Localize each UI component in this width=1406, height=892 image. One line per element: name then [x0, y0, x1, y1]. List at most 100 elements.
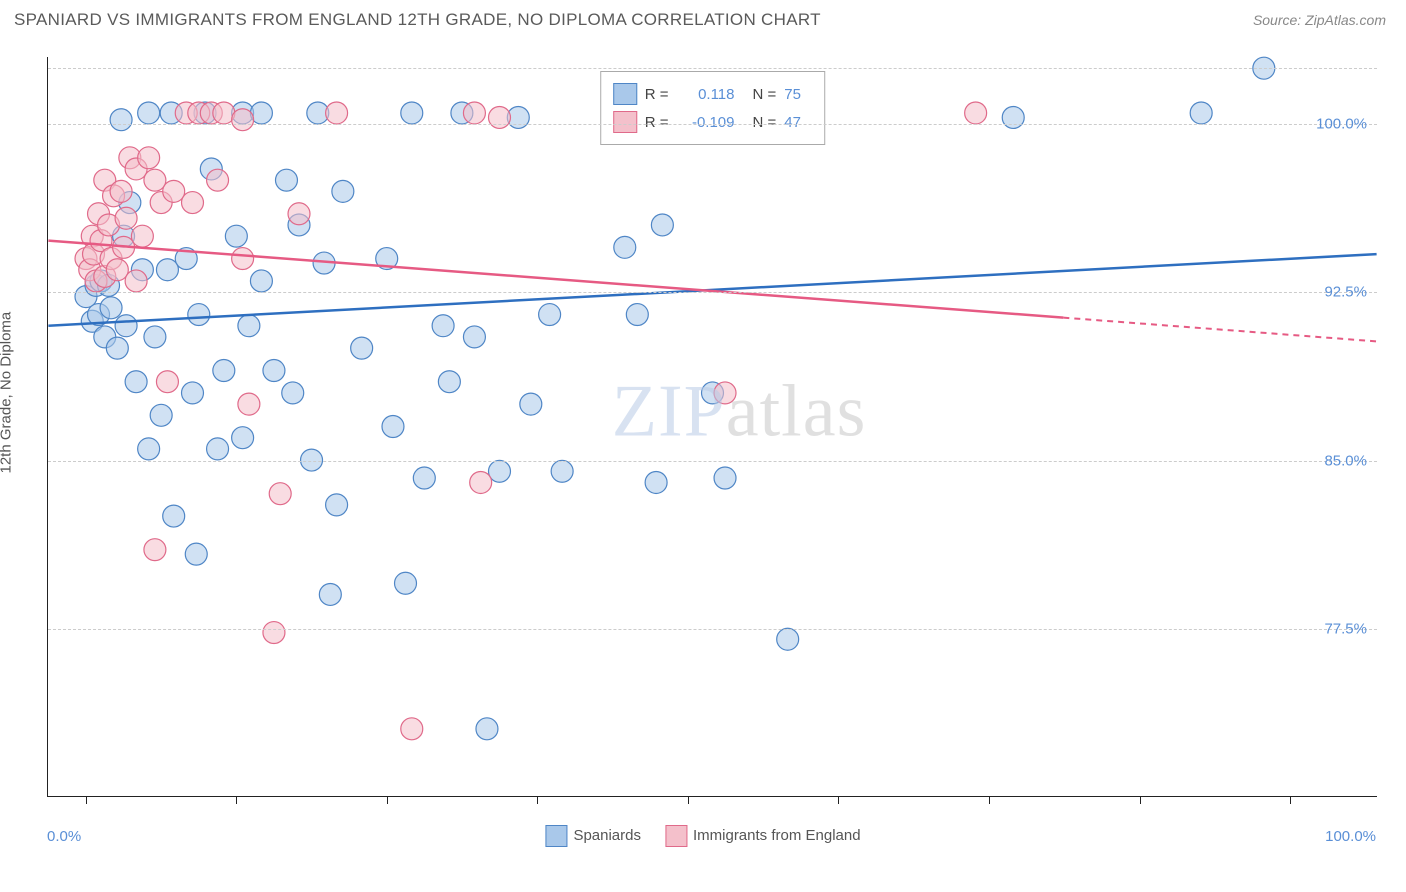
data-point — [470, 471, 492, 493]
r-value: 0.118 — [677, 86, 735, 103]
n-label: N = — [753, 86, 777, 103]
data-point — [150, 404, 172, 426]
data-point — [232, 248, 254, 270]
legend-swatch — [613, 111, 637, 133]
data-point — [476, 718, 498, 740]
r-label: R = — [645, 114, 669, 131]
legend-row: R = 0.118 N = 75 — [613, 80, 813, 108]
xtick — [86, 796, 87, 804]
data-point — [413, 467, 435, 489]
data-point — [263, 622, 285, 644]
scatter-svg — [48, 57, 1377, 796]
data-point — [269, 483, 291, 505]
xtick — [688, 796, 689, 804]
xtick — [838, 796, 839, 804]
chart-title: SPANIARD VS IMMIGRANTS FROM ENGLAND 12TH… — [14, 10, 821, 30]
data-point — [100, 297, 122, 319]
data-point — [163, 180, 185, 202]
correlation-legend: R = 0.118 N = 75 R = -0.109 N = 47 — [600, 71, 826, 145]
legend-text: Immigrants from England — [693, 827, 861, 844]
data-point — [395, 572, 417, 594]
data-point — [714, 467, 736, 489]
data-point — [651, 214, 673, 236]
data-point — [144, 326, 166, 348]
data-point — [232, 427, 254, 449]
data-point — [185, 543, 207, 565]
data-point — [207, 438, 229, 460]
data-point — [432, 315, 454, 337]
ytick-label: 92.5% — [1324, 284, 1367, 301]
x-min-label: 0.0% — [47, 828, 81, 845]
data-point — [351, 337, 373, 359]
plot-area: ZIPatlas R =0.118N =75R =-0.109N =47 77.… — [47, 57, 1377, 797]
ytick-label: 85.0% — [1324, 452, 1367, 469]
data-point — [110, 180, 132, 202]
xtick — [236, 796, 237, 804]
data-point — [225, 225, 247, 247]
data-point — [238, 393, 260, 415]
data-point — [463, 326, 485, 348]
gridline — [48, 68, 1377, 69]
data-point — [275, 169, 297, 191]
ytick-label: 100.0% — [1316, 116, 1367, 133]
data-point — [438, 371, 460, 393]
data-point — [138, 438, 160, 460]
data-point — [156, 259, 178, 281]
data-point — [551, 460, 573, 482]
data-point — [382, 416, 404, 438]
data-point — [645, 471, 667, 493]
data-point — [182, 192, 204, 214]
legend-item: Immigrants from England — [665, 825, 861, 847]
data-point — [110, 109, 132, 131]
legend-item: Spaniards — [545, 825, 641, 847]
gridline — [48, 629, 1377, 630]
xtick — [537, 796, 538, 804]
data-point — [326, 494, 348, 516]
data-point — [213, 360, 235, 382]
data-point — [1190, 102, 1212, 124]
data-point — [282, 382, 304, 404]
data-point — [138, 102, 160, 124]
data-point — [489, 460, 511, 482]
data-point — [965, 102, 987, 124]
data-point — [106, 259, 128, 281]
data-point — [288, 203, 310, 225]
data-point — [401, 718, 423, 740]
data-point — [714, 382, 736, 404]
y-axis-label: 12th Grade, No Diploma — [0, 312, 15, 474]
xtick — [1290, 796, 1291, 804]
data-point — [614, 236, 636, 258]
data-point — [144, 169, 166, 191]
data-point — [401, 102, 423, 124]
r-value: -0.109 — [677, 114, 735, 131]
gridline — [48, 461, 1377, 462]
data-point — [115, 315, 137, 337]
n-value: 47 — [784, 114, 812, 131]
r-label: R = — [645, 86, 669, 103]
n-value: 75 — [784, 86, 812, 103]
legend-swatch — [545, 825, 567, 847]
xtick — [1140, 796, 1141, 804]
legend-text: Spaniards — [573, 827, 641, 844]
xtick — [989, 796, 990, 804]
series-legend: Spaniards Immigrants from England — [545, 825, 860, 847]
data-point — [115, 207, 137, 229]
data-point — [131, 225, 153, 247]
data-point — [319, 583, 341, 605]
data-point — [106, 337, 128, 359]
data-point — [250, 270, 272, 292]
ytick-label: 77.5% — [1324, 620, 1367, 637]
gridline — [48, 292, 1377, 293]
data-point — [463, 102, 485, 124]
legend-row: R = -0.109 N = 47 — [613, 108, 813, 136]
data-point — [156, 371, 178, 393]
data-point — [182, 382, 204, 404]
source-label: Source: ZipAtlas.com — [1253, 12, 1386, 28]
data-point — [332, 180, 354, 202]
data-point — [207, 169, 229, 191]
data-point — [138, 147, 160, 169]
data-point — [125, 371, 147, 393]
data-point — [163, 505, 185, 527]
data-point — [125, 270, 147, 292]
n-label: N = — [753, 114, 777, 131]
